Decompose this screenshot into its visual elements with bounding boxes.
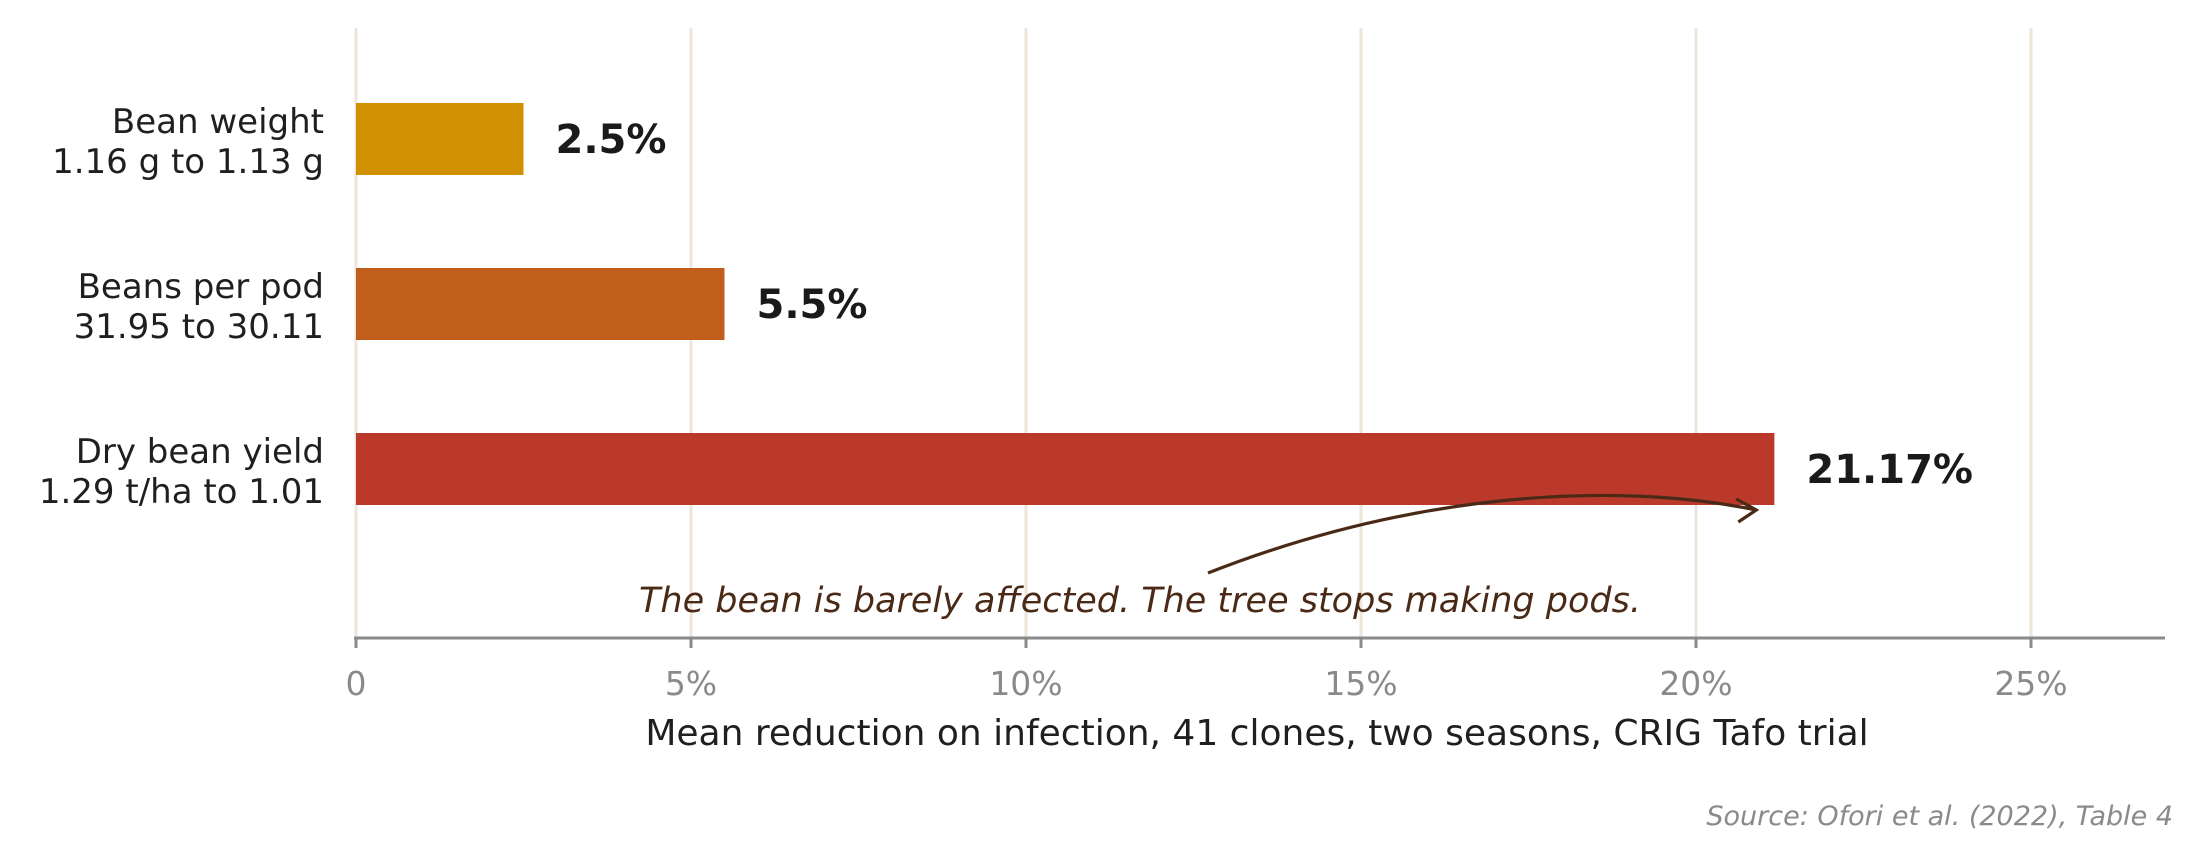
bar-1	[356, 268, 725, 340]
bar-2	[356, 433, 1775, 505]
x-tick-label: 10%	[989, 664, 1062, 703]
category-labels: Bean weight 1.16 g to 1.13 g Beans per pod…	[39, 102, 324, 512]
category-label-line2: 1.29 t/ha to 1.01	[39, 472, 324, 512]
x-tick-label: 15%	[1324, 664, 1397, 703]
category-label-line1: Beans per pod	[78, 267, 324, 307]
category-label: Bean weight 1.16 g to 1.13 g	[52, 102, 324, 182]
x-tick-label: 25%	[1994, 664, 2067, 703]
x-tick-labels: 0 5% 10% 15% 20% 25%	[346, 638, 2068, 703]
annotation-arrowhead	[1735, 497, 1760, 524]
x-tick-label: 0	[346, 664, 367, 703]
annotation-arrow	[1207, 493, 1757, 575]
category-label: Dry bean yield 1.29 t/ha to 1.01	[39, 432, 324, 512]
value-labels: 2.5% 5.5% 21.17%	[556, 117, 1973, 493]
category-label: Beans per pod 31.95 to 30.11	[74, 267, 324, 347]
x-axis-title: Mean reduction on infection, 41 clones, …	[645, 713, 1868, 754]
category-label-line1: Bean weight	[112, 102, 324, 142]
value-label: 2.5%	[556, 117, 667, 163]
value-label: 5.5%	[757, 282, 868, 328]
category-label-line1: Dry bean yield	[76, 432, 324, 472]
source-note: Source: Ofori et al. (2022), Table 4	[1706, 801, 2173, 832]
x-tick-label: 20%	[1659, 664, 1732, 703]
category-label-line2: 1.16 g to 1.13 g	[52, 142, 324, 182]
bar-0	[356, 103, 524, 175]
bars	[356, 103, 1775, 505]
value-label: 21.17%	[1806, 447, 1973, 493]
gridlines	[354, 28, 2033, 638]
category-label-line2: 31.95 to 30.11	[74, 307, 324, 347]
annotation-text: The bean is barely affected. The tree st…	[639, 581, 1641, 621]
x-tick-label: 5%	[665, 664, 717, 703]
